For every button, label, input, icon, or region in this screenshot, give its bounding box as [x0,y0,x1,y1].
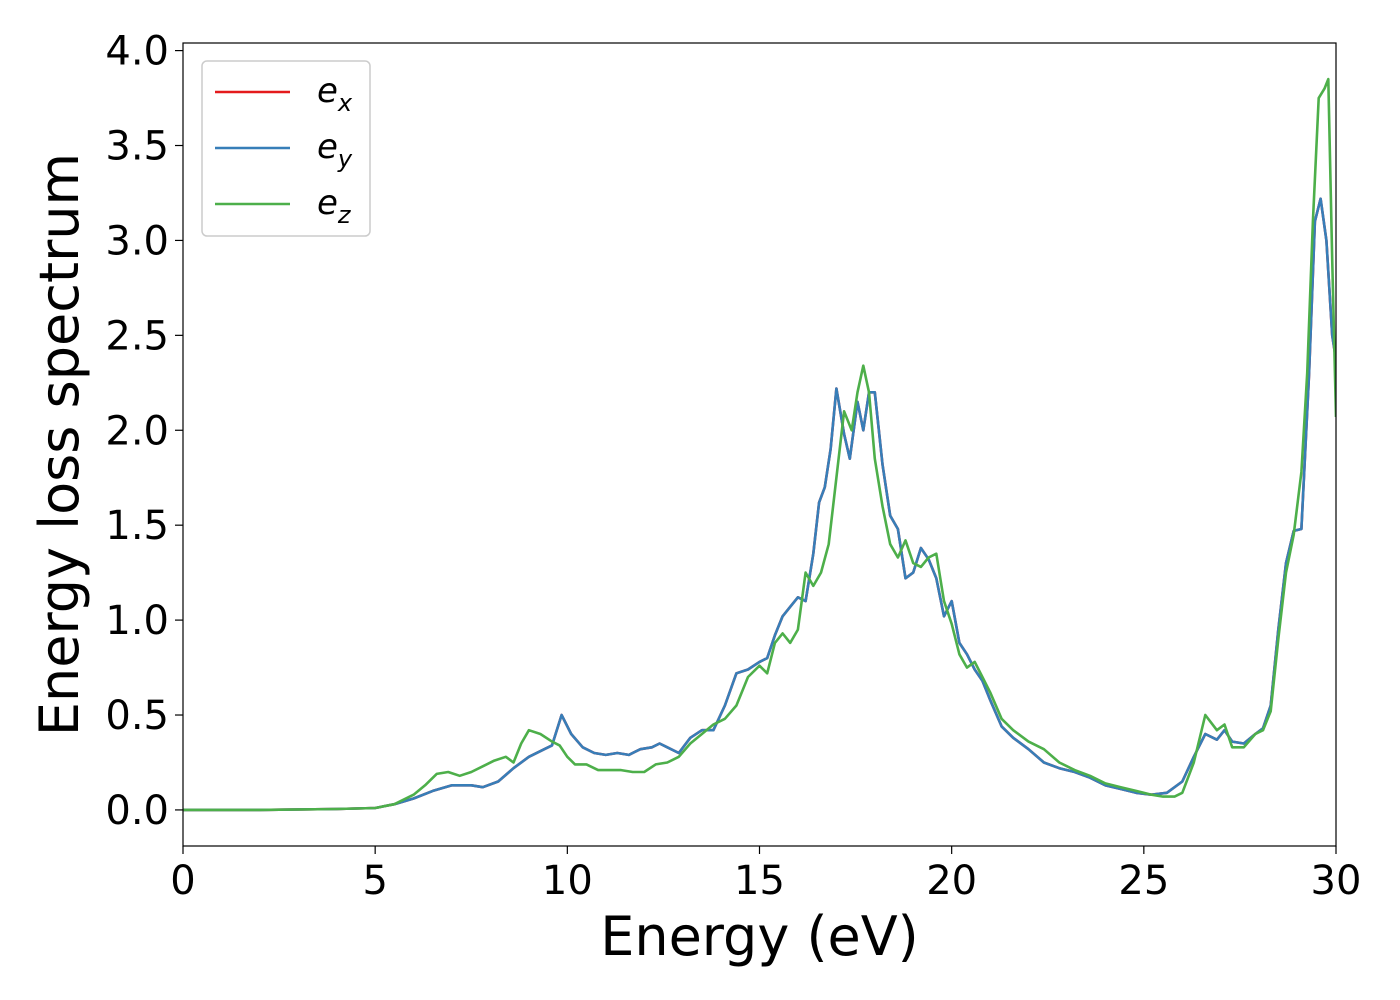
y-axis-title: Energy loss spectrum [28,153,91,736]
x-tick-label: 5 [362,858,387,904]
x-tick-label: 30 [1311,858,1362,904]
x-axis-title: Energy (eV) [600,905,919,968]
x-tick-label: 15 [734,858,785,904]
y-tick-label: 3.5 [105,124,169,170]
y-tick-label: 2.0 [105,408,169,454]
legend-label-z: ez [317,183,352,229]
x-tick-label: 10 [542,858,593,904]
legend: ex ey ez [201,60,371,237]
y-tick-label: 3.0 [105,218,169,264]
y-axis-ticks: 0.0 0.5 1.0 1.5 2.0 2.5 3.0 3.5 4.0 [105,29,183,834]
legend-label-x: ex [317,71,353,117]
x-axis-ticks: 0 5 10 15 20 25 30 [170,846,1361,904]
series-line-y [183,197,1336,812]
y-tick-label: 1.5 [105,503,169,549]
y-tick-label: 4.0 [105,29,169,75]
series-lines [183,77,1336,812]
x-tick-label: 0 [170,858,195,904]
x-tick-label: 25 [1118,858,1169,904]
y-tick-label: 0.0 [105,788,169,834]
x-tick-label: 20 [926,858,977,904]
y-tick-label: 0.5 [105,693,169,739]
series-line-z [183,77,1336,812]
y-tick-label: 2.5 [105,313,169,359]
legend-label-y: ey [317,127,353,173]
y-tick-label: 1.0 [105,598,169,644]
